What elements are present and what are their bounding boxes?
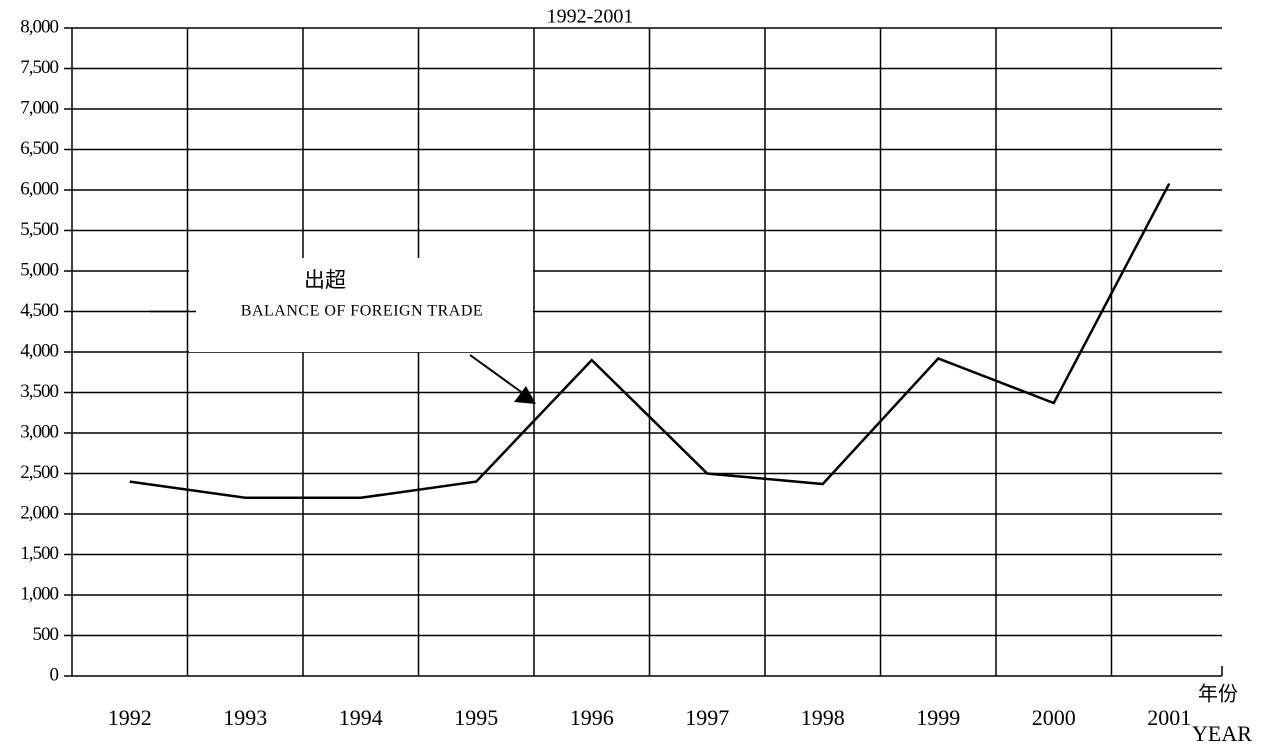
y-tick-label: 5,000 [20,259,58,280]
annotation-arrow [469,354,525,395]
x-tick-label: 1999 [916,705,960,730]
y-tick-label: 7,500 [20,57,58,78]
y-tick-label: 3,000 [20,421,58,442]
y-tick-label: 6,500 [20,138,58,159]
annotation-text: BALANCE OF FOREIGN TRADE [241,303,483,320]
y-tick-label: 4,000 [20,340,58,361]
x-tick-label: 2000 [1032,705,1076,730]
x-tick-label: 1994 [339,705,383,730]
y-tick-label: 6,000 [20,178,58,199]
x-axis-label: YEAR [1192,721,1252,746]
y-tick-label: 2,500 [20,462,58,483]
chart-title: 1992-2001 [547,6,634,28]
x-axis-label: 年份 [1198,682,1238,706]
annotation-box [189,258,533,352]
y-tick-label: 7,000 [20,97,58,118]
y-tick-label: 0 [50,664,59,685]
x-tick-label: 2001 [1147,705,1191,730]
annotation-arrowhead [514,386,536,404]
y-tick-label: 5,500 [20,219,58,240]
y-tick-label: 1,500 [20,543,58,564]
y-tick-label: 8,000 [20,16,58,37]
y-tick-label: 3,500 [20,381,58,402]
y-tick-label: 1,000 [20,583,58,604]
annotation-title: 出超 [304,268,346,292]
data-line [129,182,1171,500]
y-tick-label: 4,500 [20,300,58,321]
x-tick-label: 1993 [223,705,267,730]
y-tick-label: 2,000 [20,502,58,523]
x-tick-label: 1995 [454,705,498,730]
x-tick-label: 1998 [801,705,845,730]
x-tick-label: 1997 [685,705,729,730]
y-tick-label: 500 [33,624,59,645]
x-tick-label: 1996 [570,705,614,730]
x-tick-label: 1992 [108,705,152,730]
